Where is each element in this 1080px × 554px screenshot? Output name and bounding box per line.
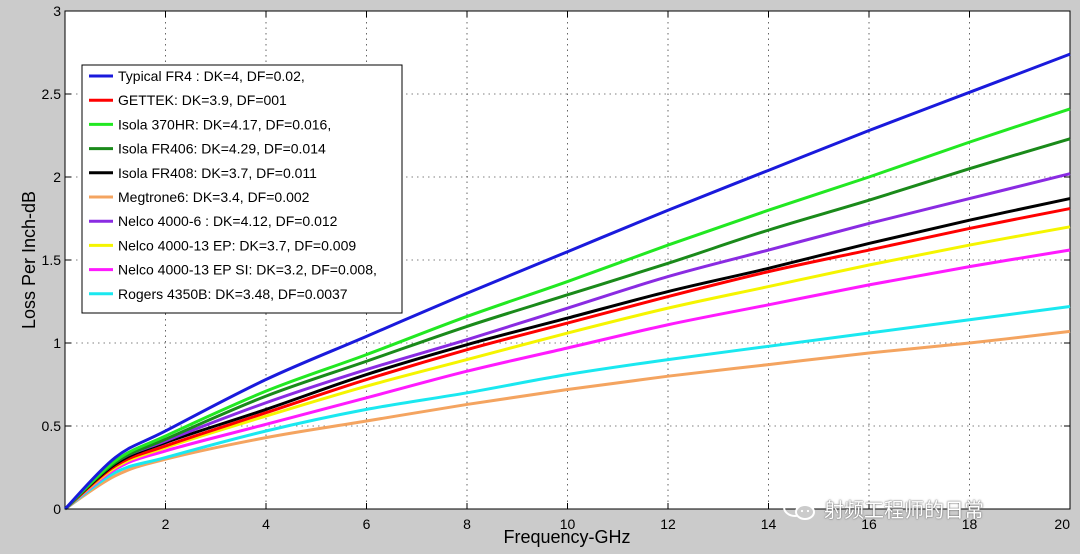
series-line: [63, 107, 1071, 511]
x-axis-label: Frequency-GHz: [503, 527, 630, 547]
x-tick-label: 6: [363, 516, 371, 532]
series-line: [64, 197, 1071, 511]
legend-label: Rogers 4350B: DK=3.48, DF=0.0037: [118, 286, 348, 302]
series-line: [64, 225, 1071, 511]
x-tick-label: 4: [262, 516, 270, 532]
y-tick-label: 1: [53, 335, 61, 351]
series-line: [64, 329, 1071, 511]
series-line: [63, 137, 1071, 511]
series-line: [64, 304, 1071, 511]
x-tick-label: 14: [761, 516, 777, 532]
x-tick-label: 18: [962, 516, 978, 532]
legend-label: Isola 370HR: DK=4.17, DF=0.016,: [118, 116, 331, 132]
legend-label: Nelco 4000-13 EP: DK=3.7, DF=0.009: [118, 237, 356, 253]
legend-label: Isola FR408: DK=3.7, DF=0.011: [118, 165, 317, 181]
y-tick-label: 0: [53, 501, 61, 517]
x-tick-label: 16: [861, 516, 877, 532]
legend: Typical FR4 : DK=4, DF=0.02, GETTEK: DK=3…: [81, 64, 403, 314]
legend-label: Nelco 4000-6 : DK=4.12, DF=0.012: [118, 213, 338, 229]
y-axis-label: Loss Per Inch-dB: [19, 191, 39, 329]
axis-ticks: 2 4 6 8 10 12 14 16 18 20 0 0.5 1 1.5 2 2.5 3: [42, 3, 1071, 532]
legend-label: Megtrone6: DK=3.4, DF=0.002: [118, 189, 310, 205]
series-line: [63, 172, 1071, 511]
watermark-text: 射频工程师的日常: [824, 498, 984, 522]
x-tick-label: 2: [162, 516, 170, 532]
series-line: [64, 248, 1071, 511]
y-tick-label: 1.5: [42, 252, 62, 268]
series-line: [63, 52, 1071, 511]
wechat-icon: [783, 496, 815, 520]
x-tick-label: 10: [560, 516, 576, 532]
watermark: 射频工程师的日常: [782, 494, 984, 523]
y-tick-label: 3: [53, 3, 61, 19]
legend-label: Nelco 4000-13 EP SI: DK=3.2, DF=0.008,: [118, 262, 377, 278]
series-line: [64, 207, 1071, 511]
x-tick-label: 20: [1054, 516, 1070, 532]
y-tick-label: 2: [53, 169, 61, 185]
legend-label: GETTEK: DK=3.9, DF=001: [118, 92, 287, 108]
legend-label: Isola FR406: DK=4.29, DF=0.014: [118, 141, 326, 157]
legend-box: [81, 64, 403, 314]
y-tick-label: 2.5: [42, 86, 62, 102]
series-lines: [63, 52, 1071, 511]
legend-label: Typical FR4 : DK=4, DF=0.02,: [118, 68, 305, 84]
x-tick-label: 12: [660, 516, 676, 532]
y-tick-label: 0.5: [42, 418, 62, 434]
x-tick-label: 8: [463, 516, 471, 532]
